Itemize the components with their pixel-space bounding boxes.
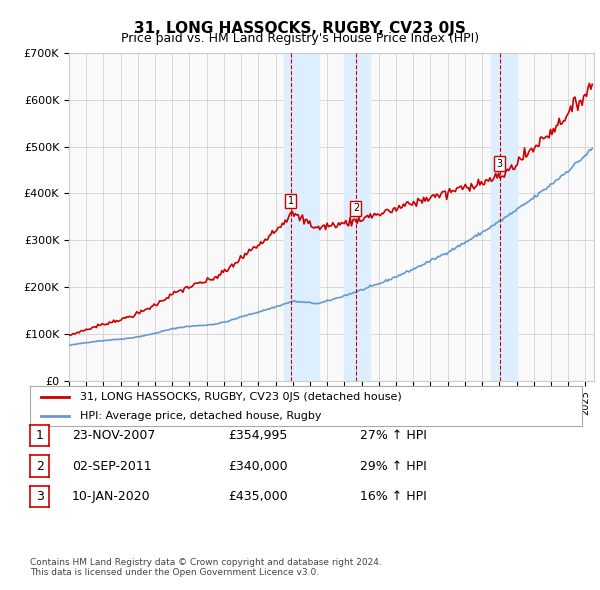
Text: 02-SEP-2011: 02-SEP-2011: [72, 460, 152, 473]
Text: 3: 3: [497, 159, 503, 169]
Text: 23-NOV-2007: 23-NOV-2007: [72, 429, 155, 442]
Text: 31, LONG HASSOCKS, RUGBY, CV23 0JS (detached house): 31, LONG HASSOCKS, RUGBY, CV23 0JS (deta…: [80, 392, 401, 402]
Text: 31, LONG HASSOCKS, RUGBY, CV23 0JS: 31, LONG HASSOCKS, RUGBY, CV23 0JS: [134, 21, 466, 35]
Text: 16% ↑ HPI: 16% ↑ HPI: [360, 490, 427, 503]
Text: 10-JAN-2020: 10-JAN-2020: [72, 490, 151, 503]
Text: HPI: Average price, detached house, Rugby: HPI: Average price, detached house, Rugb…: [80, 411, 321, 421]
Bar: [344, 53, 370, 381]
Text: 1: 1: [35, 429, 44, 442]
Text: 2: 2: [353, 203, 359, 213]
Text: £435,000: £435,000: [228, 490, 287, 503]
Text: 29% ↑ HPI: 29% ↑ HPI: [360, 460, 427, 473]
Text: Price paid vs. HM Land Registry's House Price Index (HPI): Price paid vs. HM Land Registry's House …: [121, 32, 479, 45]
Text: £354,995: £354,995: [228, 429, 287, 442]
Text: 2: 2: [35, 460, 44, 473]
Text: 27% ↑ HPI: 27% ↑ HPI: [360, 429, 427, 442]
Bar: [491, 53, 517, 381]
Text: £340,000: £340,000: [228, 460, 287, 473]
Text: 3: 3: [35, 490, 44, 503]
Text: Contains HM Land Registry data © Crown copyright and database right 2024.
This d: Contains HM Land Registry data © Crown c…: [30, 558, 382, 577]
Text: 1: 1: [288, 196, 294, 206]
Bar: [284, 53, 319, 381]
